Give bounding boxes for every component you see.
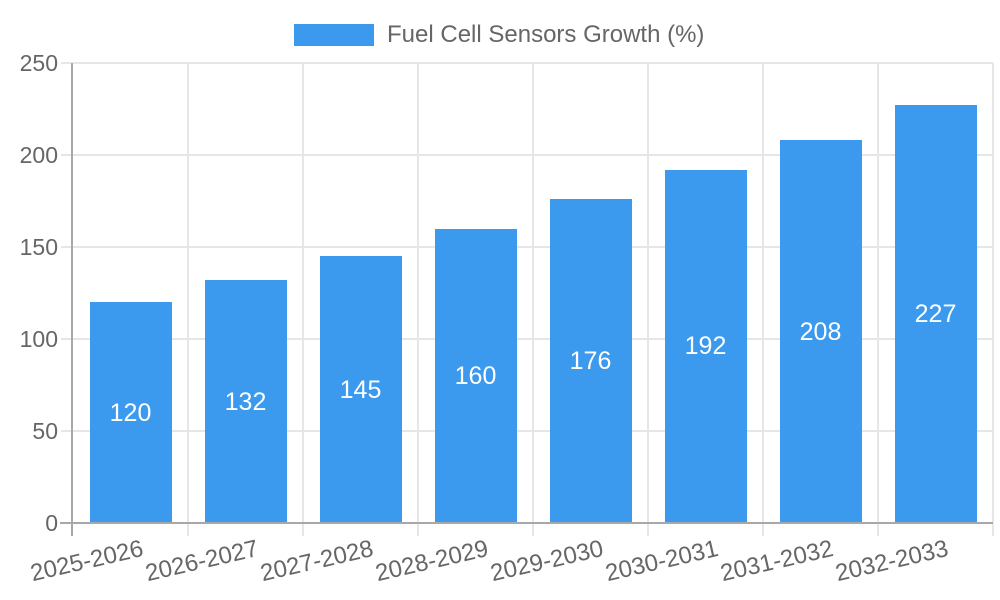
y-tick-label: 200 xyxy=(19,142,58,168)
x-axis-line xyxy=(60,522,993,524)
bar-value-label: 160 xyxy=(454,361,497,390)
x-axis-tick xyxy=(877,524,879,536)
x-tick-label: 2027-2028 xyxy=(257,535,376,588)
bar[interactable] xyxy=(204,280,287,523)
x-gridline xyxy=(532,63,534,523)
x-tick-label: 2025-2026 xyxy=(27,535,146,588)
y-tick-label: 100 xyxy=(19,326,58,352)
bar-value-label: 176 xyxy=(569,347,612,376)
x-gridline xyxy=(877,63,879,523)
x-gridline xyxy=(187,63,189,523)
x-tick-label: 2026-2027 xyxy=(142,535,261,588)
x-axis-tick xyxy=(762,524,764,536)
x-gridline xyxy=(647,63,649,523)
bar[interactable] xyxy=(89,302,172,523)
y-tick-label: 250 xyxy=(19,50,58,76)
y-axis-tick xyxy=(61,338,73,340)
bar[interactable] xyxy=(549,199,632,523)
x-gridline xyxy=(992,63,994,523)
x-gridline xyxy=(417,63,419,523)
y-axis-tick xyxy=(61,154,73,156)
x-tick-label: 2032-2033 xyxy=(832,535,951,588)
y-tick-label: 0 xyxy=(45,510,58,536)
y-tick-label: 150 xyxy=(19,234,58,260)
bar-value-label: 120 xyxy=(109,398,152,427)
bar[interactable] xyxy=(664,169,747,523)
x-tick-label: 2031-2032 xyxy=(717,535,836,588)
x-axis-tick xyxy=(302,524,304,536)
x-gridline xyxy=(302,63,304,523)
x-axis-tick xyxy=(532,524,534,536)
y-axis-tick xyxy=(61,62,73,64)
bar[interactable] xyxy=(319,256,402,523)
y-axis-line xyxy=(71,63,73,536)
x-gridline xyxy=(762,63,764,523)
bar[interactable] xyxy=(894,105,977,523)
bar-value-label: 227 xyxy=(914,300,957,329)
legend-swatch xyxy=(294,24,374,46)
legend-label: Fuel Cell Sensors Growth (%) xyxy=(387,21,705,48)
y-axis-tick xyxy=(61,430,73,432)
y-tick-label: 50 xyxy=(32,418,58,444)
x-tick-label: 2029-2030 xyxy=(487,535,606,588)
bar-value-label: 192 xyxy=(684,332,727,361)
bar-value-label: 208 xyxy=(799,317,842,346)
bar[interactable] xyxy=(434,228,517,523)
bar-value-label: 132 xyxy=(224,387,267,416)
bar-value-label: 145 xyxy=(339,375,382,404)
x-tick-label: 2030-2031 xyxy=(602,535,721,588)
bar[interactable] xyxy=(779,140,862,523)
legend-item[interactable]: Fuel Cell Sensors Growth (%) xyxy=(294,21,704,49)
x-axis-tick xyxy=(417,524,419,536)
x-axis-tick xyxy=(992,524,994,536)
x-axis-tick xyxy=(647,524,649,536)
x-tick-label: 2028-2029 xyxy=(372,535,491,588)
x-axis-tick xyxy=(187,524,189,536)
y-axis-tick xyxy=(61,246,73,248)
